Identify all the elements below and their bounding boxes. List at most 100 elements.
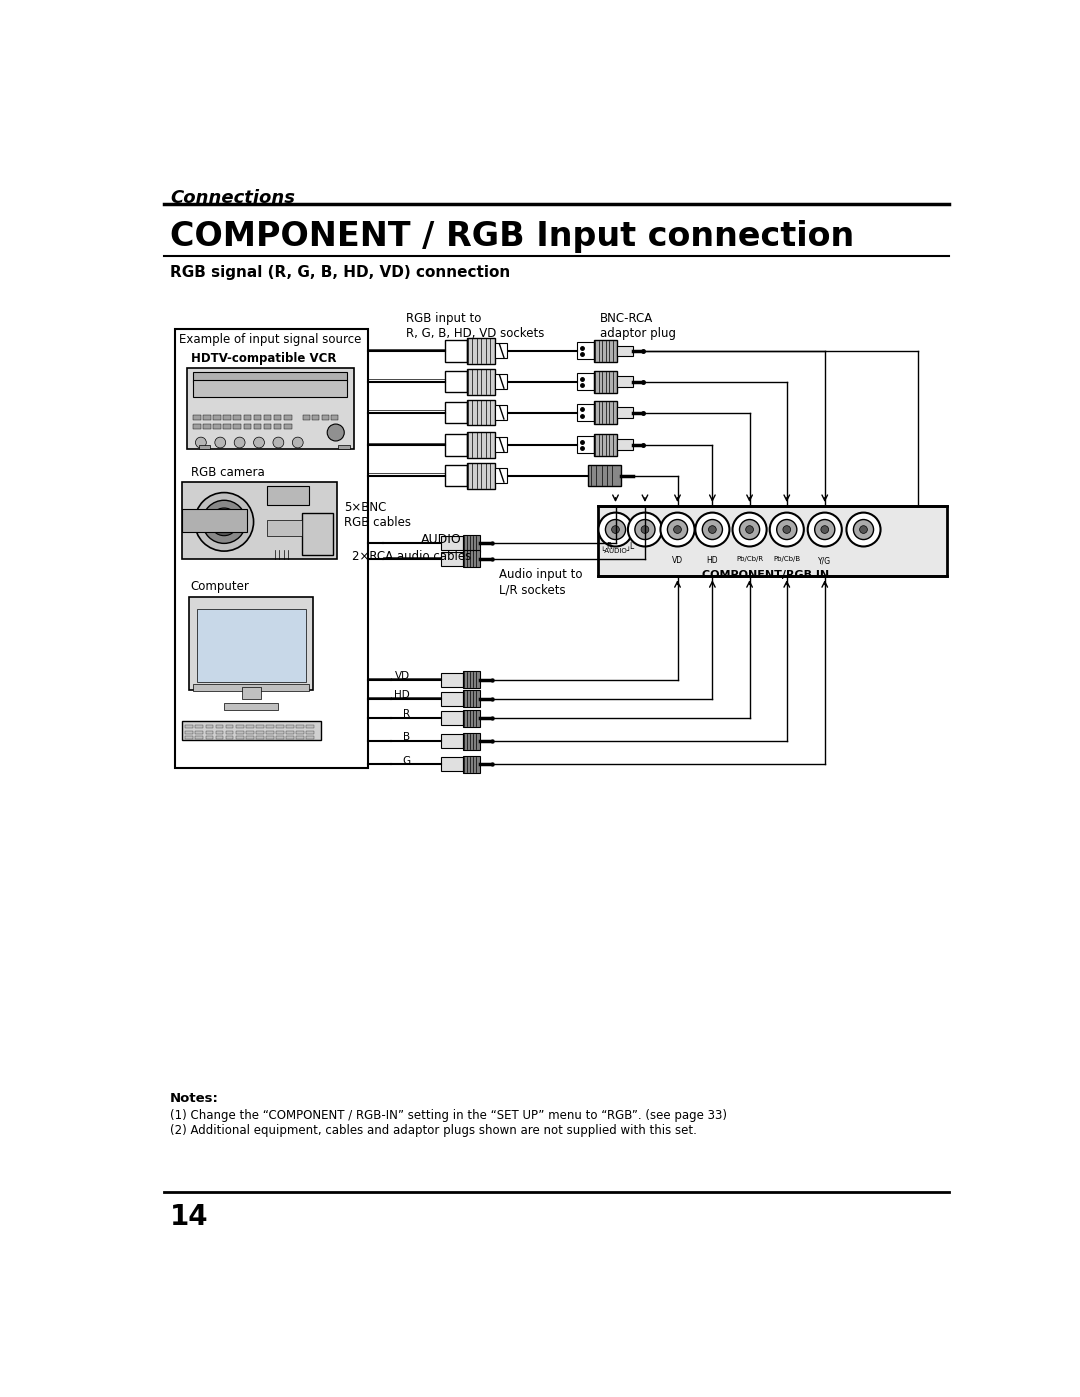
Bar [441,673,463,686]
Text: RGB camera: RGB camera [191,467,265,479]
Text: Pb/Cb/R: Pb/Cb/R [735,556,764,563]
Bar [224,425,231,429]
Bar [242,687,260,698]
Circle shape [598,513,633,546]
Bar [193,683,309,692]
Circle shape [808,513,841,546]
Text: Notes:: Notes: [170,1091,219,1105]
Bar [181,721,321,740]
Bar [233,415,241,420]
Text: G: G [402,756,410,766]
Circle shape [211,509,238,535]
Circle shape [732,513,767,546]
Bar [445,434,467,455]
Bar [243,415,252,420]
Text: B: B [403,732,410,742]
Bar [226,731,233,733]
Bar [332,415,338,420]
Circle shape [853,520,874,539]
Bar [256,725,264,728]
Bar [216,736,224,739]
Bar [307,736,314,739]
Text: VD: VD [672,556,683,566]
Bar [445,402,467,423]
Text: R: R [607,542,612,550]
Circle shape [273,437,284,448]
Circle shape [627,513,662,546]
Bar [286,736,294,739]
Circle shape [195,437,206,448]
Circle shape [740,520,759,539]
Bar [463,710,480,726]
Circle shape [708,525,716,534]
Bar [445,339,467,362]
Bar [243,425,252,429]
Bar [301,513,333,555]
Bar [226,736,233,739]
Bar [233,425,241,429]
Bar [195,736,203,739]
Bar [224,415,231,420]
Bar [273,415,282,420]
Bar [286,725,294,728]
Bar [594,401,617,423]
Bar [264,415,271,420]
Circle shape [847,513,880,546]
Circle shape [202,500,246,543]
Bar [577,436,594,453]
Bar [256,736,264,739]
Text: R: R [403,710,410,719]
Text: COMPONENT / RGB Input connection: COMPONENT / RGB Input connection [170,219,854,253]
Bar [193,425,201,429]
Bar [225,703,279,711]
Bar [284,415,292,420]
Text: L: L [629,542,633,550]
Text: Pb/Cb/B: Pb/Cb/B [773,556,800,563]
Circle shape [194,493,254,550]
Bar [181,482,337,559]
Bar [445,372,467,393]
Bar [445,465,467,486]
Bar [594,339,617,362]
Text: (1) Change the “COMPONENT / RGB-IN” setting in the “SET UP” menu to “RGB”. (see : (1) Change the “COMPONENT / RGB-IN” sett… [170,1109,727,1122]
Bar [467,369,495,394]
Circle shape [611,525,619,534]
Text: HDTV-compatible VCR: HDTV-compatible VCR [191,352,336,366]
Bar [495,437,507,453]
Bar [213,425,221,429]
Bar [441,692,463,705]
Bar [199,444,211,448]
Bar [577,404,594,420]
Text: (2) Additional equipment, cables and adaptor plugs shown are not supplied with t: (2) Additional equipment, cables and ada… [170,1125,697,1137]
Bar [205,731,213,733]
Bar [463,671,480,689]
Bar [495,344,507,359]
Bar [186,731,193,733]
Text: └AUDIO┘: └AUDIO┘ [600,548,631,553]
Bar [296,731,303,733]
Bar [617,376,633,387]
Text: Y/G: Y/G [819,556,832,566]
Text: 14: 14 [170,1203,208,1231]
Bar [193,373,348,381]
Bar [312,415,320,420]
Bar [617,440,633,450]
Circle shape [674,525,681,534]
Bar [577,373,594,390]
Circle shape [777,520,797,539]
Bar [235,736,243,739]
Bar [338,444,350,448]
Bar [264,425,271,429]
Text: COMPONENT/RGB IN: COMPONENT/RGB IN [702,570,828,580]
Text: BNC-RCA
adaptor plug: BNC-RCA adaptor plug [600,313,676,341]
Bar [594,434,617,455]
Bar [267,486,309,504]
Circle shape [642,525,649,534]
Bar [205,725,213,728]
Circle shape [770,513,804,546]
Circle shape [254,437,265,448]
Bar [463,756,480,773]
Bar [284,425,292,429]
Bar [286,731,294,733]
Bar [197,609,306,682]
